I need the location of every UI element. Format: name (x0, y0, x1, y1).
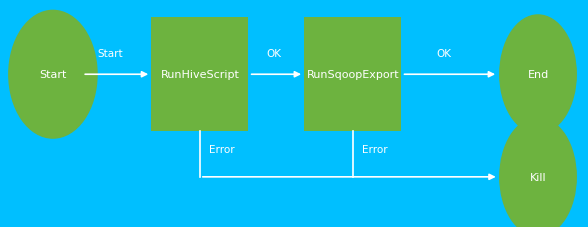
Ellipse shape (500, 118, 576, 227)
Text: End: End (527, 70, 549, 80)
Text: RunSqoopExport: RunSqoopExport (306, 70, 399, 80)
Text: OK: OK (436, 49, 452, 59)
FancyBboxPatch shape (152, 18, 248, 132)
Text: Start: Start (98, 49, 123, 59)
Text: Error: Error (209, 145, 235, 155)
Text: RunHiveScript: RunHiveScript (161, 70, 239, 80)
Text: Kill: Kill (530, 172, 546, 182)
Text: OK: OK (266, 49, 281, 59)
FancyBboxPatch shape (305, 18, 401, 132)
Text: Start: Start (39, 70, 66, 80)
Ellipse shape (500, 16, 576, 134)
Ellipse shape (9, 11, 97, 138)
Text: Error: Error (362, 145, 387, 155)
